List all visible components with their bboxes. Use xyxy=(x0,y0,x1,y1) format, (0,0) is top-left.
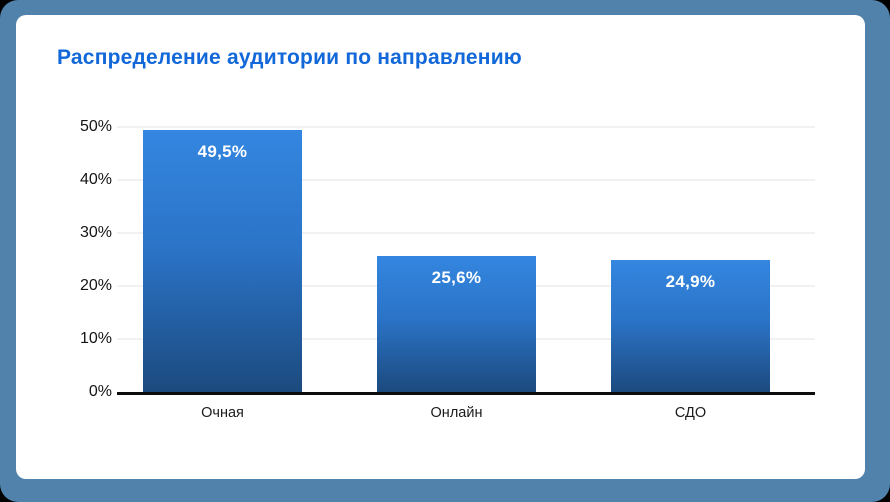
gridline xyxy=(117,179,815,181)
bar xyxy=(611,260,770,392)
x-axis-label: СДО xyxy=(674,405,707,421)
bar xyxy=(143,129,302,392)
chart-title: Распределение аудитории по направлению xyxy=(57,46,522,69)
y-tick-label: 0% xyxy=(88,383,112,400)
x-axis-label: Очная xyxy=(201,405,244,421)
y-tick-label: 30% xyxy=(79,224,112,241)
y-tick-label: 20% xyxy=(79,277,112,294)
y-tick-label: 10% xyxy=(79,330,112,347)
gridline xyxy=(117,232,815,234)
bar-chart: 0% 10% 20% 30% 40% 50% 49,5% Очная 25,6% Онлайн 24… xyxy=(16,15,865,479)
gridline xyxy=(117,126,815,128)
x-axis-label: Онлайн xyxy=(430,405,483,421)
x-axis-line xyxy=(117,392,815,395)
y-tick-label: 40% xyxy=(79,171,112,188)
bar-value-label: 25,6% xyxy=(431,268,482,288)
y-tick-label: 50% xyxy=(79,118,112,135)
bar xyxy=(377,256,536,392)
chart-card: Распределение аудитории по направлению 0… xyxy=(16,15,865,479)
bar-value-label: 24,9% xyxy=(665,272,716,292)
bar-value-label: 49,5% xyxy=(197,141,248,161)
